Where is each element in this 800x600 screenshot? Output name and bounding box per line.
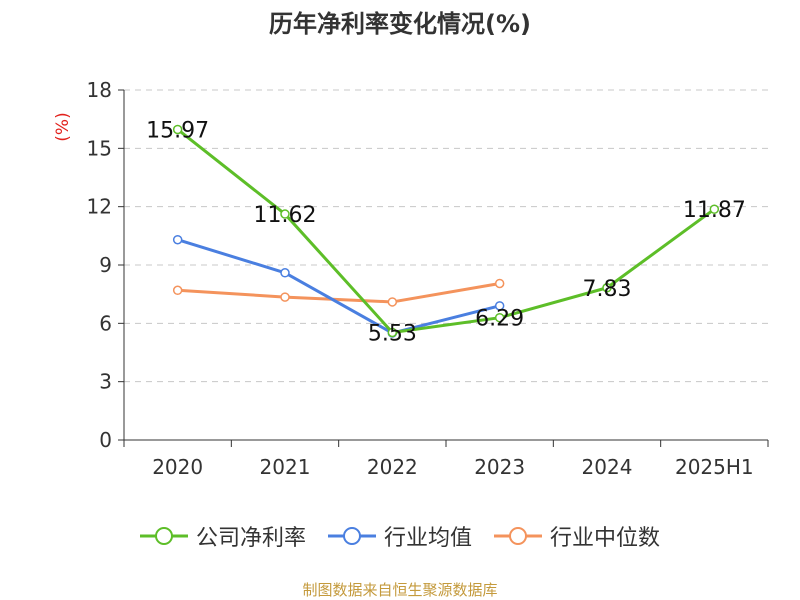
legend-item-industry-avg[interactable]: 行业均值 [327,520,472,552]
series-line-company [176,128,716,334]
data-point-industry_avg [172,234,183,245]
legend-line-circle-icon [327,527,376,545]
legend-label-industry-avg: 行业均值 [383,526,472,551]
data-label: 15.97 [146,118,209,143]
y-tick-label: 12 [87,195,112,219]
data-point-company [172,124,183,135]
series-line-industry_avg [177,238,501,335]
data-label: 5.53 [368,321,417,346]
legend-item-company[interactable]: 公司净利率 [139,520,306,552]
data-point-industry_median [494,278,505,289]
data-point-industry_median [172,285,183,296]
data-point-industry_avg [494,301,505,311]
data-label: 6.29 [475,307,524,332]
x-tick-label: 2023 [474,455,525,479]
data-point-industry_median [280,292,290,302]
data-point-company [602,283,612,293]
data-label: 11.62 [254,203,317,228]
y-tick-label: 0 [99,428,112,452]
data-label: 11.87 [683,198,746,223]
y-tick-label: 15 [87,136,112,160]
data-point-company [387,327,398,338]
x-tick-label: 2022 [367,455,418,479]
legend-line-circle-icon [139,527,188,545]
y-tick-label: 3 [99,370,112,394]
y-tick-label: 6 [99,311,112,335]
data-point-company [709,204,720,214]
legend-label-industry-median: 行业中位数 [550,526,661,551]
x-tick-label: 2020 [152,455,203,479]
data-labels: 15.97 11.62 5.53 6.29 7.83 11.87 [146,118,746,346]
legend: 公司净利率 行业均值 行业中位数 [0,520,800,552]
grid-lines [124,89,768,383]
series [172,124,720,338]
axes: 0 3 6 9 12 15 18 2020 2021 2022 2023 2024 2025H1 (%) [53,78,769,479]
legend-line-circle-icon [494,527,542,545]
data-point-industry_avg [280,268,290,278]
y-tick-label: 9 [99,253,112,277]
data-point-company [280,209,290,219]
y-axis-label: (%) [53,112,73,141]
chart-title: 历年净利率变化情况(%) [269,10,531,38]
legend-item-industry-median[interactable]: 行业中位数 [494,520,660,552]
x-tick-label: 2021 [260,455,311,479]
series-line-industry_median [177,281,500,304]
x-tick-label: 2024 [582,455,633,479]
data-point-company [494,312,505,323]
data-label: 7.83 [583,277,632,302]
data-source-note: 制图数据来自恒生聚源数据库 [302,581,498,599]
legend-label-company: 公司净利率 [195,526,306,551]
data-point-industry_median [387,297,398,307]
x-tick-label: 2025H1 [675,455,754,479]
y-tick-label: 18 [87,78,112,102]
